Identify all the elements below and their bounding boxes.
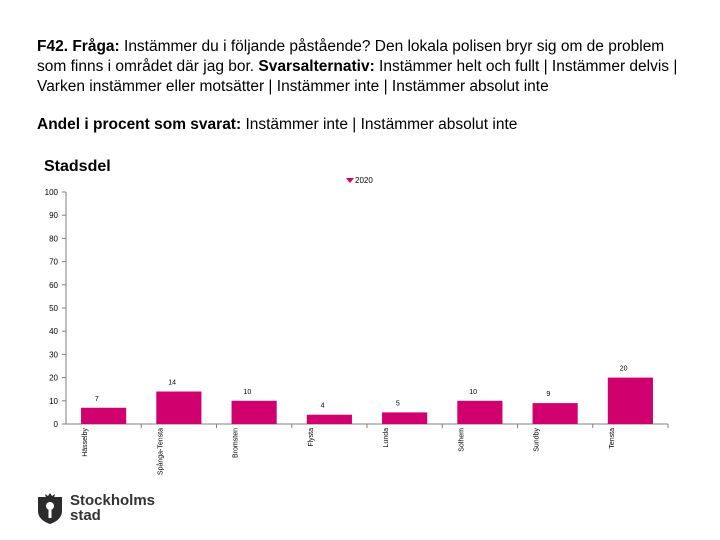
share-label: Andel i procent som svarat: — [37, 116, 242, 133]
logo-text: Stockholms stad — [70, 493, 155, 523]
answer-options: Instämmer helt och fullt | Instämmer del… — [37, 58, 678, 95]
y-tick-label: 60 — [49, 281, 58, 290]
x-tick-label: Spånga-Tensta — [156, 428, 164, 475]
bar — [457, 400, 503, 424]
y-tick-label: 30 — [49, 350, 58, 359]
bar — [607, 377, 653, 424]
share-text: Andel i procent som svarat: Instämmer in… — [37, 115, 697, 135]
legend-marker — [346, 178, 354, 183]
y-tick-label: 40 — [49, 327, 58, 336]
x-tick-label: Tensta — [609, 428, 616, 449]
x-tick-label: Bromsten — [233, 428, 240, 458]
data-label: 9 — [546, 391, 550, 398]
y-tick-label: 90 — [49, 211, 58, 220]
x-tick-label: Sundby — [534, 428, 541, 452]
y-tick-label: 10 — [49, 397, 58, 406]
y-tick-label: 0 — [54, 420, 59, 429]
bar — [306, 414, 352, 424]
y-tick-label: 50 — [49, 304, 58, 313]
y-tick-label: 100 — [45, 188, 59, 197]
x-tick-label: Lunda — [383, 428, 390, 448]
answer-options-label: Svarsalternativ: — [258, 58, 375, 75]
data-label: 5 — [396, 400, 400, 407]
bar — [81, 407, 127, 424]
crest-icon — [38, 493, 62, 524]
y-tick-label: 20 — [49, 374, 58, 383]
question-text: F42. Fråga: Instämmer du i följande påst… — [37, 37, 697, 97]
stockholm-logo: Stockholms stad — [36, 491, 155, 525]
data-label: 10 — [243, 389, 251, 396]
bar — [231, 400, 277, 424]
share-options: Instämmer inte | Instämmer absolut inte — [241, 116, 518, 133]
data-label: 14 — [168, 380, 176, 387]
y-tick-label: 80 — [49, 234, 58, 243]
bar-chart: 0 10 20 30 40 50 60 70 80 90 100 7 Hässelby 14 Spånga-… — [45, 176, 669, 475]
question-body: Instämmer du i följande påstående? Den l… — [37, 38, 665, 75]
data-label: 4 — [321, 403, 325, 410]
logo-line-1: Stockholms — [70, 492, 156, 509]
bar — [532, 403, 578, 424]
bar — [156, 391, 202, 424]
chart-title: Stadsdel — [44, 158, 111, 175]
x-tick-label: Hässelby — [82, 428, 89, 457]
legend-label: 2020 — [355, 176, 373, 185]
y-tick-label: 70 — [49, 258, 58, 267]
bar — [382, 412, 428, 424]
logo-line-2: stad — [70, 507, 101, 524]
data-label: 7 — [95, 396, 99, 403]
x-tick-label: Flysta — [308, 428, 315, 447]
data-label: 10 — [469, 389, 477, 396]
question-label: F42. Fråga: — [37, 38, 120, 55]
x-tick-label: Solhem — [458, 428, 465, 452]
data-label: 20 — [620, 366, 628, 373]
